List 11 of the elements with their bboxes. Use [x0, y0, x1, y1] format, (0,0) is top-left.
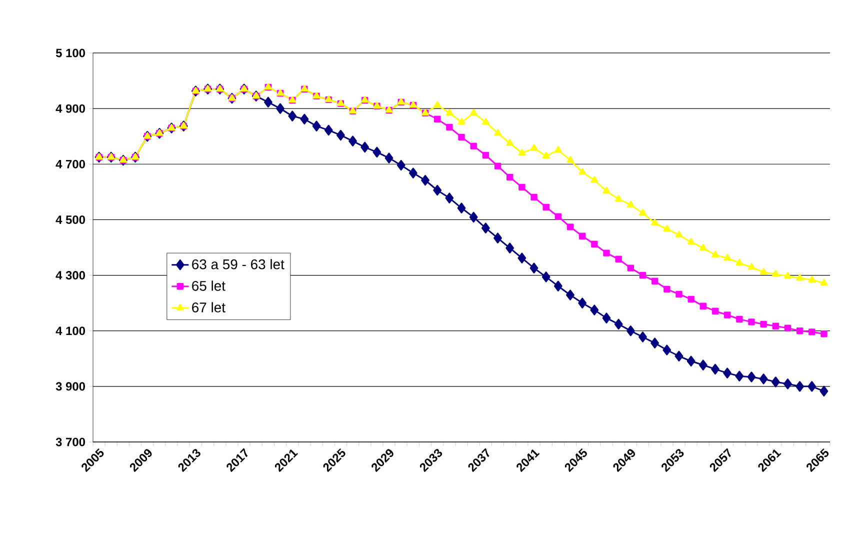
y-tick-label: 4 700	[56, 160, 85, 168]
y-tick-label: 4 900	[56, 104, 85, 113]
y-tick-label: 3 900	[56, 382, 85, 391]
legend-label: 65 let	[192, 280, 226, 291]
y-tick-label: 4 300	[56, 271, 85, 280]
y-tick-label: 3 700	[56, 438, 85, 446]
legend-label: 67 let	[192, 302, 226, 312]
y-tick-label: 4 100	[56, 326, 85, 336]
y-tick-label: 5 100	[56, 48, 85, 58]
legend-label: 63 a 59 - 63 let	[192, 259, 284, 270]
y-tick-label: 4 500	[56, 215, 85, 224]
